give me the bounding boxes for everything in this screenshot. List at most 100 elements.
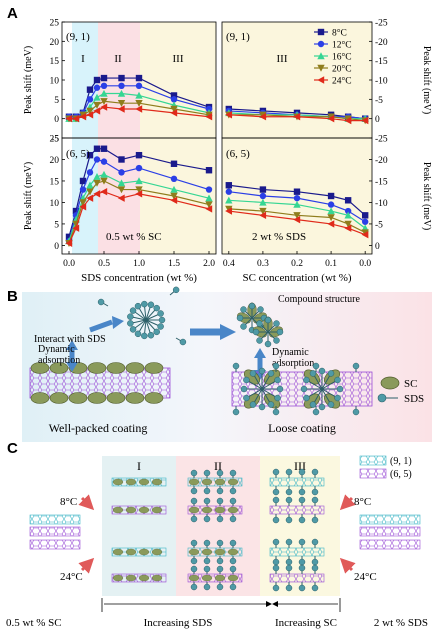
- sc-body: [201, 506, 213, 514]
- x-tick-label: 0.0: [359, 259, 371, 269]
- sc-body: [151, 548, 163, 556]
- arrow-to-micelle: [89, 319, 113, 333]
- data-point: [93, 190, 101, 198]
- sds-head: [203, 565, 211, 573]
- data-point: [205, 167, 213, 174]
- data-point: [327, 214, 335, 222]
- sc-body: [201, 478, 213, 486]
- data-point: [344, 116, 352, 125]
- sc-molecule: [151, 478, 163, 486]
- sc-molecule: [125, 574, 137, 582]
- sds-head: [249, 370, 257, 377]
- sc-body: [87, 362, 107, 374]
- data-point: [118, 82, 125, 90]
- sc-body: [125, 506, 137, 514]
- tube-label-top-left: (9, 1): [66, 31, 90, 43]
- sds-head: [134, 330, 142, 338]
- data-point: [79, 113, 87, 121]
- data-point: [79, 199, 87, 207]
- data-point: [72, 224, 80, 232]
- sc-body: [188, 478, 200, 486]
- sds-head: [334, 376, 341, 384]
- data-point: [117, 194, 125, 202]
- sds-head: [258, 403, 266, 411]
- data-point: [225, 196, 233, 204]
- sds-head: [172, 286, 180, 294]
- data-point: [93, 107, 101, 115]
- sds-head: [229, 487, 237, 495]
- data-point: [344, 211, 352, 219]
- sc-molecule: [188, 574, 200, 582]
- y-axis-title-top-right: Peak shift (meV): [421, 46, 432, 114]
- sds-head: [352, 408, 360, 416]
- sds-head: [129, 307, 137, 314]
- sc-body: [125, 574, 137, 582]
- nanotube: [359, 514, 421, 525]
- data-point: [361, 212, 369, 219]
- sds-head: [216, 557, 224, 565]
- y-tick-label: -5: [375, 220, 383, 230]
- y-tick-label: 10: [50, 77, 60, 87]
- sc-molecule: [138, 574, 150, 582]
- data-point: [293, 215, 301, 224]
- region-label-i: I: [81, 53, 85, 65]
- data-point: [79, 177, 87, 185]
- sds-head: [303, 394, 310, 402]
- legend-sds-icon: [377, 393, 387, 403]
- sc-molecule: [201, 506, 213, 514]
- sc-molecule: [227, 478, 239, 486]
- sc-molecule: [106, 362, 126, 374]
- data-point: [117, 105, 125, 113]
- sc-body: [151, 506, 163, 514]
- sc-body: [49, 362, 69, 374]
- sds-head: [285, 488, 293, 496]
- temp-label-top-left: 8°C: [60, 496, 77, 508]
- sds-head: [97, 298, 105, 306]
- sc-molecule: [214, 574, 226, 582]
- data-point: [205, 113, 213, 121]
- data-point: [86, 111, 94, 119]
- sc-body: [112, 574, 124, 582]
- sds-head: [229, 557, 237, 565]
- data-point: [293, 188, 301, 195]
- sc-body: [214, 506, 226, 514]
- temperature-arrow: [339, 557, 356, 574]
- sc-molecule: [125, 548, 137, 556]
- data-point: [93, 101, 101, 109]
- y-tick-label: 20: [50, 38, 60, 48]
- sds-head: [190, 539, 198, 547]
- x-tick-label: 0.5: [98, 259, 110, 269]
- sc-body: [30, 362, 50, 374]
- nanotube: [359, 539, 421, 550]
- data-point: [100, 103, 108, 111]
- series-line: [68, 180, 210, 244]
- sc-body: [144, 392, 164, 404]
- temperature-arrow: [78, 494, 95, 511]
- sc-body: [188, 506, 200, 514]
- sc-molecule: [30, 392, 50, 404]
- data-point: [293, 200, 301, 208]
- data-point: [361, 218, 369, 225]
- panel-a-label: A: [7, 5, 18, 22]
- data-point: [100, 145, 108, 152]
- sds-head: [203, 539, 211, 547]
- sds-head: [229, 565, 237, 573]
- data-point: [259, 192, 267, 200]
- sds-head: [216, 565, 224, 573]
- y-axis-title-bottom-right: Peak shift (meV): [421, 162, 432, 230]
- sc-body: [227, 506, 239, 514]
- sds-head: [236, 314, 244, 322]
- tube-label-bottom-right: (6, 5): [226, 148, 250, 160]
- sds-head: [352, 362, 360, 370]
- sc-body: [125, 362, 145, 374]
- y-tick-label: 15: [50, 177, 60, 187]
- data-point: [93, 93, 101, 101]
- sds-head: [252, 328, 260, 336]
- sds-head: [249, 401, 257, 408]
- x-axis-title-right: SC concentration (wt %): [242, 272, 351, 284]
- data-point: [72, 207, 80, 215]
- sc-body: [227, 548, 239, 556]
- series-line: [228, 191, 366, 223]
- data-point: [205, 201, 213, 209]
- sds-head: [298, 488, 306, 496]
